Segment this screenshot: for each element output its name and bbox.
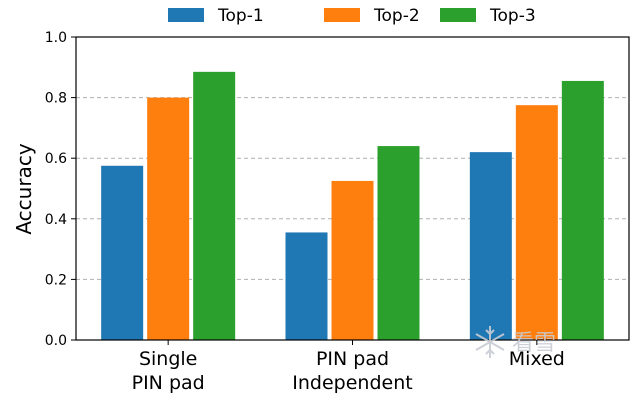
watermark: 看雪 (475, 326, 556, 358)
x-tick-label: Single (139, 348, 197, 370)
legend-label: Top-1 (217, 6, 264, 26)
y-axis-label: Accuracy (12, 143, 36, 234)
x-tick-label: Independent (292, 372, 412, 394)
bar-top-3 (193, 71, 236, 340)
legend-label: Top-3 (489, 6, 536, 26)
x-tick-label: PIN pad (316, 348, 389, 370)
bar-top-1 (285, 232, 328, 340)
x-tick-label: Mixed (509, 348, 565, 370)
legend-swatch (324, 8, 360, 22)
bar-top-3 (561, 80, 604, 340)
x-tick-label: PIN pad (132, 372, 205, 394)
y-tick-label: 0.8 (45, 91, 67, 107)
bar-top-2 (331, 180, 374, 340)
legend-label: Top-2 (373, 6, 420, 26)
y-ticks: 0.0 0.2 0.4 0.6 0.8 1.0 (45, 30, 76, 349)
bar-top-2 (515, 105, 558, 340)
bar-top-1 (101, 165, 144, 340)
bar-top-1 (469, 152, 512, 340)
y-tick-label: 0.4 (45, 212, 67, 228)
watermark-text: 看雪 (512, 331, 556, 356)
legend-swatch (440, 8, 476, 22)
snowflake-icon (475, 326, 505, 358)
y-tick-label: 0.6 (45, 151, 67, 167)
y-tick-label: 0.2 (45, 272, 67, 288)
y-tick-label: 1.0 (45, 30, 67, 46)
bars (101, 71, 604, 340)
bar-top-3 (377, 146, 420, 340)
legend-swatch (168, 8, 204, 22)
y-tick-label: 0.0 (45, 333, 67, 349)
legend: Top-1 Top-2 Top-3 (168, 6, 536, 26)
bar-top-2 (147, 97, 190, 340)
